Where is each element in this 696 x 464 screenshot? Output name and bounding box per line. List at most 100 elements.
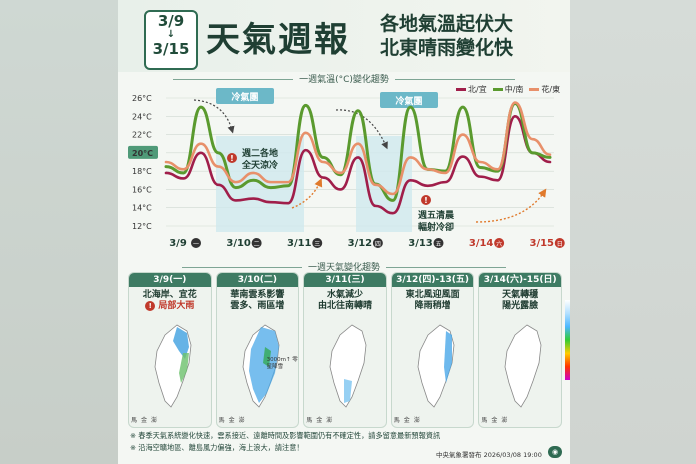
page-title: 天氣週報 — [206, 20, 350, 60]
chart-ticks: 26°C 24°C 22°C 20°C 18°C 16°C 14°C 12°C 3/9 一 3/10… — [128, 94, 565, 249]
outlying-islands-weather: 馬金澎 — [481, 415, 507, 424]
island-label: 馬 — [218, 417, 225, 424]
subtitle-line-2: 北東晴雨變化快 — [380, 37, 514, 59]
x-tick-label: 3/14 — [469, 238, 494, 249]
outlying-islands-weather: 馬金澎 — [219, 415, 245, 424]
note-fri-line-1: 週五清晨 — [418, 209, 455, 221]
panel-line-1: 北海岸、宜花 — [142, 290, 197, 300]
day-mark: 六 — [496, 240, 502, 248]
day-mark: 一 — [193, 241, 199, 248]
cold-mass-label-2: 冷氣團 — [395, 95, 422, 107]
legend-item-north: 北/宜 — [456, 84, 487, 95]
legend-swatch-north — [456, 88, 466, 91]
warm-arrow-1 — [291, 178, 323, 209]
cold-mass-label-bg-1 — [216, 88, 274, 104]
day-mark-bg — [251, 238, 262, 248]
cold-mass-label-bg-2 — [380, 92, 438, 108]
cold-arrow-2 — [335, 109, 388, 150]
day-mark: 二 — [254, 241, 260, 248]
y-tick-label: 14°C — [132, 204, 152, 213]
date-separator: ↓ — [166, 29, 176, 40]
weather-report-card: 3/9 ↓ 3/15 天氣週報 各地氣溫起伏大 北東晴雨變化快 一週氣溫(°C)… — [118, 0, 570, 464]
day-mark-bg — [433, 238, 444, 248]
island-label: 馬 — [306, 417, 313, 424]
y-tick-label: 22°C — [132, 131, 152, 140]
day-mark-bg — [191, 238, 201, 248]
left-background — [0, 0, 118, 464]
legend-label-east: 花/東 — [541, 85, 561, 94]
footer-note-1: ※ 春季天氣系統變化快速，雲系接近、遠離時間及影響範圍仍有不確定性，請多留意最新… — [130, 431, 441, 440]
snow-note: 3000m↑ 零星降雪 — [266, 357, 298, 370]
y-tick-label: 12°C — [132, 222, 152, 231]
chart-series — [164, 101, 552, 215]
cwa-logo-icon: ◉ — [548, 446, 562, 458]
panel-date: 3/12(四)-13(五) — [391, 273, 474, 287]
legend-swatch-east — [529, 88, 540, 91]
weekly-section-title: 一週天氣變化趨勢 — [118, 260, 570, 273]
x-tick-label: 3/12 — [348, 238, 373, 249]
x-tick-label: 3/10 — [226, 238, 251, 249]
panel-line-1: 華南雲系影響 — [230, 290, 285, 300]
series-line-2 — [164, 101, 552, 196]
day-mark-bg — [554, 238, 565, 248]
outlying-islands-weather: 馬金澎 — [394, 415, 420, 424]
day-mark-bg — [312, 238, 323, 248]
island-label: 澎 — [238, 417, 245, 424]
panel-line-2: 降雨稍增 — [414, 301, 451, 311]
island-label: 金 — [491, 417, 498, 424]
island-label: 澎 — [151, 417, 158, 424]
alert-mark-tue: ! — [230, 154, 234, 163]
panel-line-2: 陽光露臉 — [502, 301, 539, 311]
island-label: 金 — [316, 417, 323, 424]
y-tick-label: 20°C — [132, 149, 153, 158]
taiwan-map-icon — [504, 324, 542, 408]
date-start: 3/9 — [157, 12, 185, 30]
y-tick-highlight — [128, 145, 158, 159]
taiwan-map-icon — [329, 324, 367, 408]
legend-label-north: 北/宜 — [468, 85, 487, 94]
chart-legend: 北/宜 中/南 花/東 — [456, 84, 560, 95]
subtitle-line-1: 各地氣溫起伏大 — [380, 13, 514, 35]
island-label: 馬 — [131, 417, 138, 424]
island-label: 金 — [141, 417, 148, 424]
panel-line-2-text: 局部大雨 — [158, 301, 195, 311]
series-line-1 — [164, 101, 552, 202]
day-mark: 五 — [435, 241, 441, 248]
alert-icon-fri — [421, 195, 431, 205]
legend-item-east: 花/東 — [529, 84, 560, 95]
note-tue-line-1: 週二各地 — [242, 147, 278, 159]
y-tick-label: 26°C — [132, 94, 152, 103]
cold-mass-label-1: 冷氣團 — [231, 91, 258, 103]
panel-line-1: 水氣減少 — [326, 290, 363, 300]
temperature-chart: 冷氣團 冷氣團 ! 週二各地 全天涼冷 ! 週五清晨 輻射冷卻 26°C 24°C… — [128, 88, 565, 249]
footer-note-2: ※ 沿海空曠地區、離島風力偏強，海上浪大，請注意！ — [130, 443, 304, 452]
alert-icon-tue — [227, 153, 237, 163]
taiwan-map-icon — [417, 324, 455, 408]
panel-date: 3/11(三) — [304, 273, 386, 287]
island-label: 澎 — [413, 417, 420, 424]
panel-line-2: ! 局部大雨 — [129, 301, 211, 312]
day-mark: 日 — [557, 241, 563, 248]
outlying-islands-weather: 馬金澎 — [131, 415, 157, 424]
chart-section-title: 一週氣溫(°C)變化趨勢 — [118, 72, 570, 85]
panel-day-5: 3/14(六)-15(日) 天氣轉穩 陽光露臉 馬金澎 — [478, 272, 562, 428]
panel-day-4: 3/12(四)-13(五) 東北風迎風面 降雨稍增 馬金澎 — [390, 272, 475, 428]
alert-icon: ! — [145, 301, 156, 311]
right-background — [570, 0, 696, 464]
footer-notes: ※ 春季天氣系統變化快速，雲系接近、遠離時間及影響範圍仍有不確定性，請多留意最新… — [130, 430, 440, 454]
subtitle: 各地氣溫起伏大 北東晴雨變化快 — [380, 12, 513, 60]
day-mark: 三 — [314, 241, 320, 248]
taiwan-map-icon — [242, 324, 280, 408]
note-fri-line-2: 輻射冷卻 — [418, 221, 454, 233]
legend-item-central: 中/南 — [492, 84, 523, 95]
series-line-0 — [164, 114, 552, 215]
credit: 中央氣象署發布 2026/03/08 19:00 — [436, 451, 542, 459]
island-label: 金 — [228, 417, 235, 424]
date-range-box: 3/9 ↓ 3/15 — [144, 10, 198, 70]
panel-date: 3/10(二) — [216, 273, 299, 287]
x-tick-label: 3/15 — [529, 238, 554, 249]
day-mark-bg — [372, 238, 383, 248]
panel-day-2: 3/10(二) 華南雲系影響 雲多、雨區增 3000m↑ 零星降雪 馬金澎 — [215, 272, 300, 428]
day-mark: 四 — [375, 241, 381, 248]
